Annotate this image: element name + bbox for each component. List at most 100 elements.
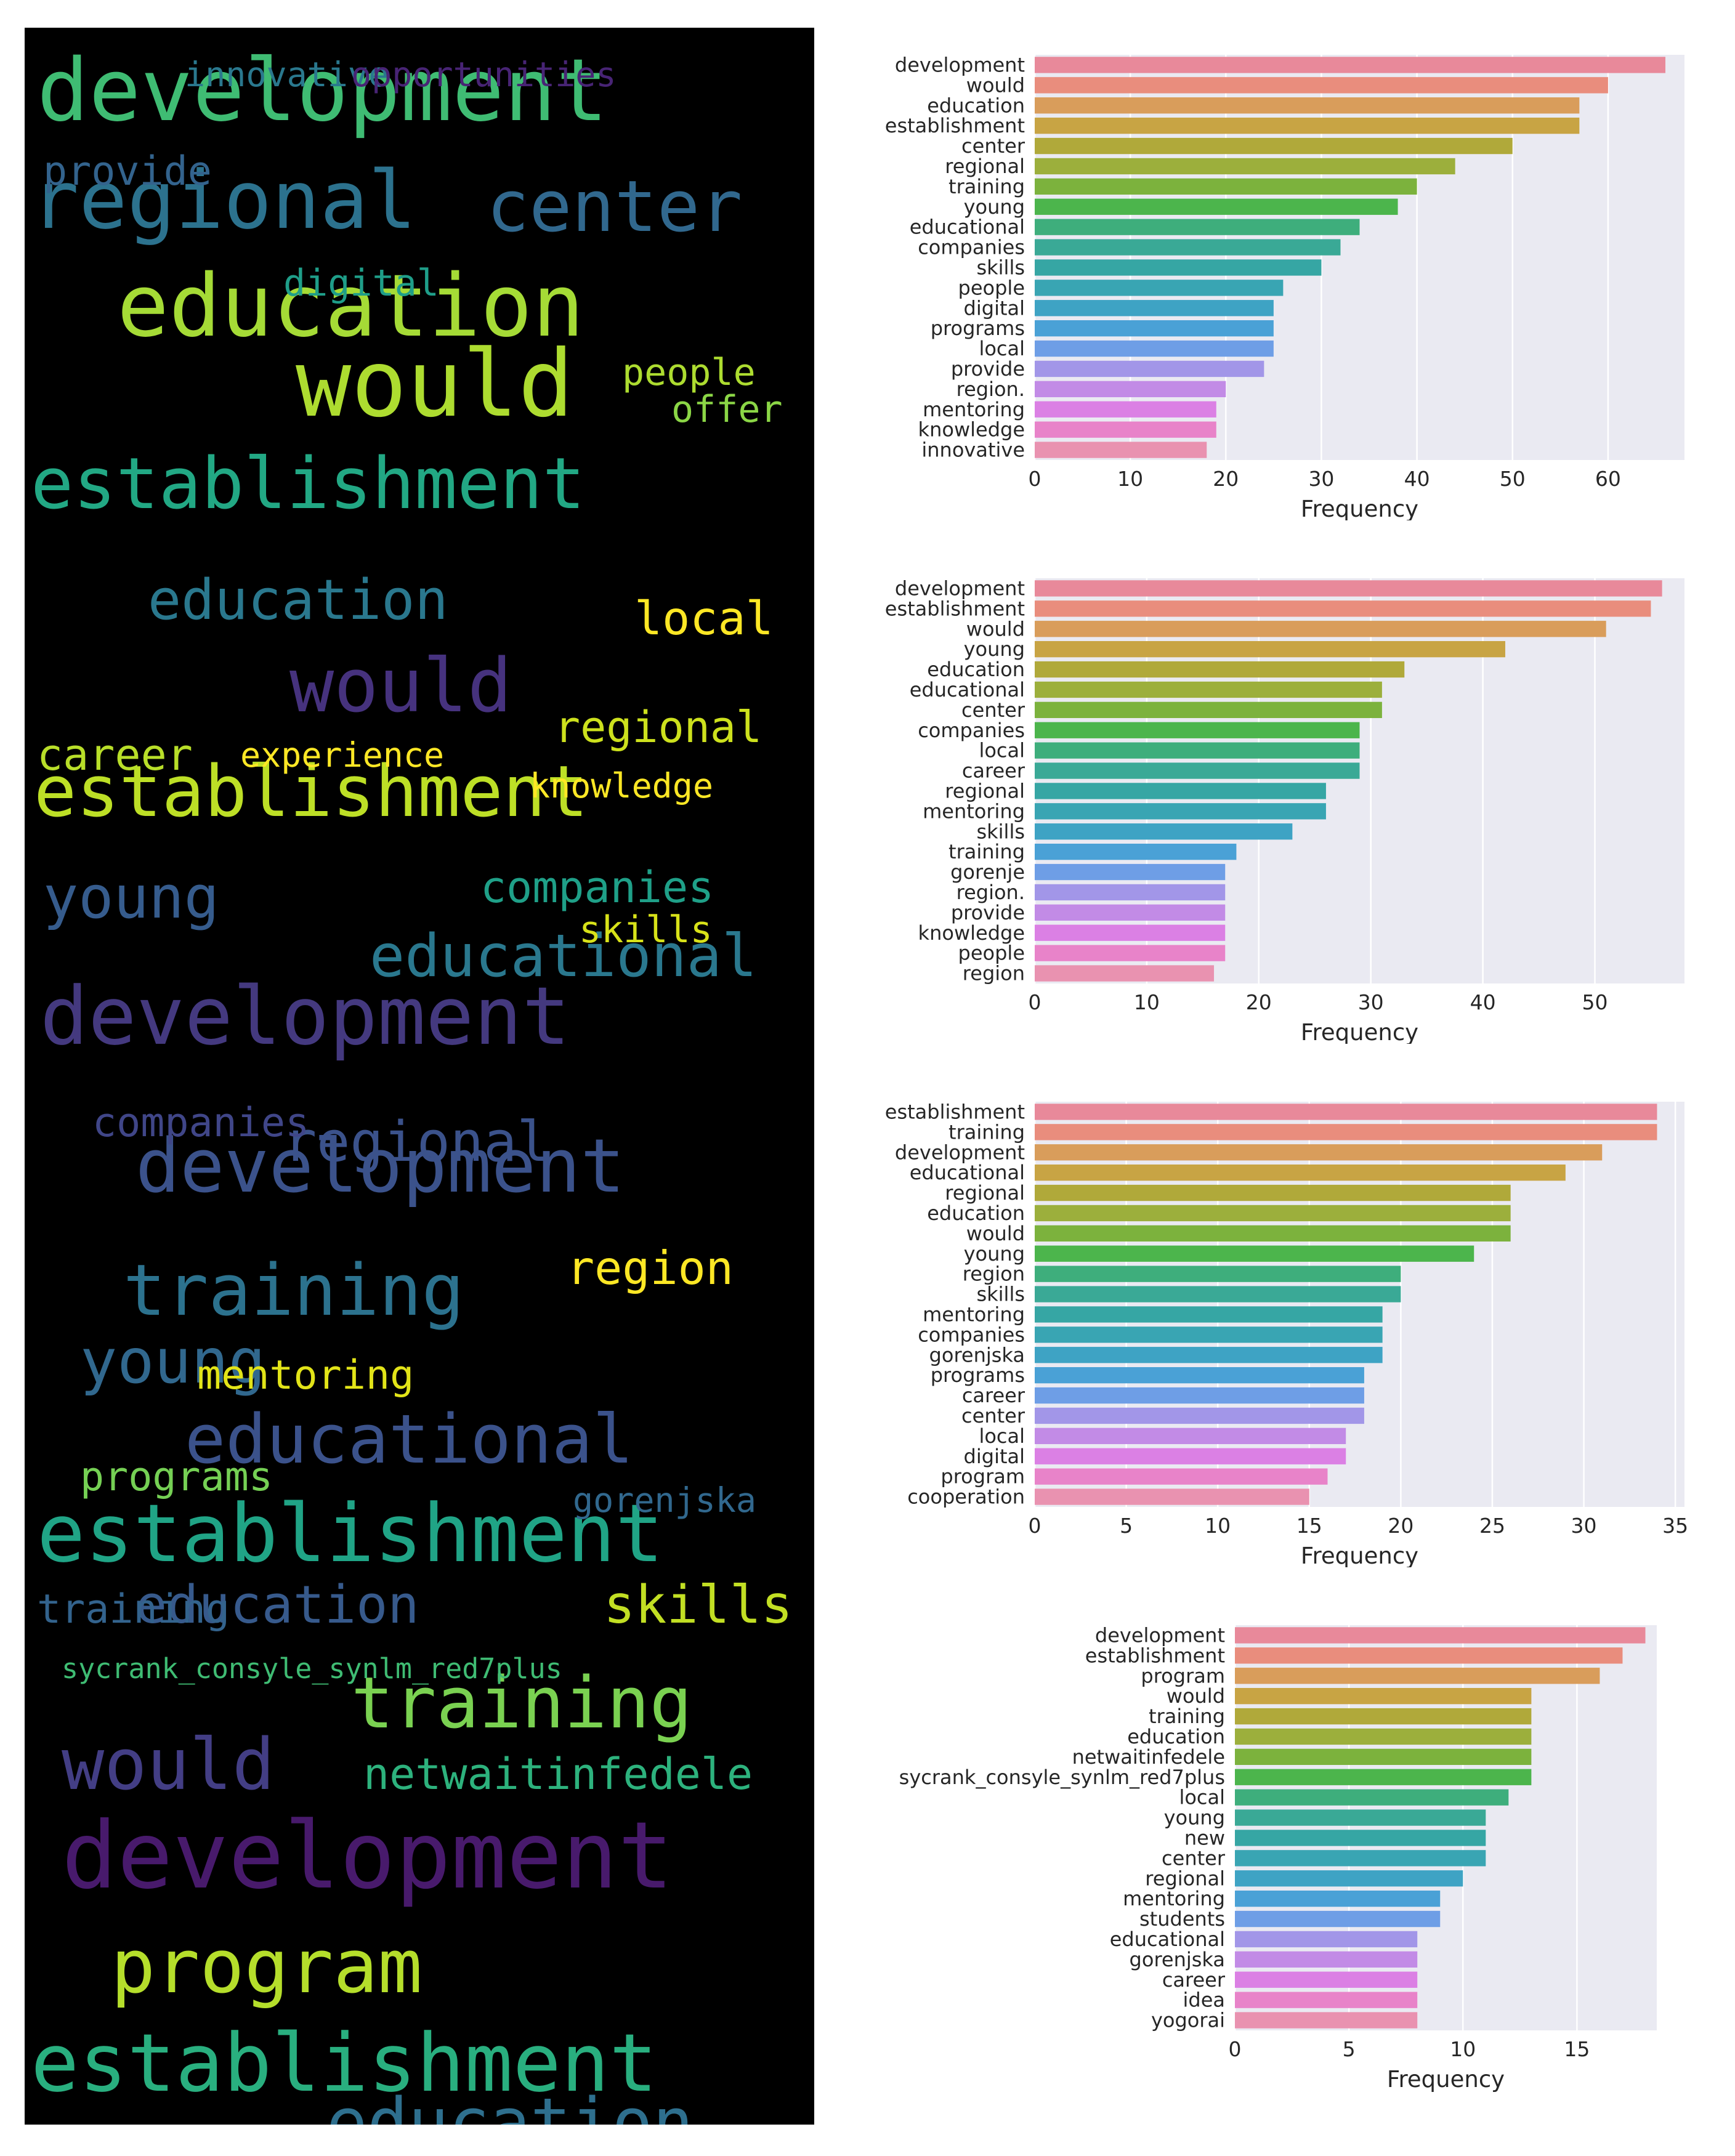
word-cloud-word: development (37, 41, 608, 141)
word-cloud-word: local (634, 591, 774, 645)
x-tick-label: 10 (1117, 467, 1143, 491)
bar (1035, 884, 1226, 901)
x-tick-label: 30 (1308, 467, 1334, 491)
frequency-bar-chart-4: 0 5 10 15 developmentestablishmentprogramwou… (899, 1623, 1657, 2093)
bar (1035, 640, 1505, 658)
bar (1035, 904, 1226, 921)
x-tick-label: 50 (1500, 467, 1526, 491)
bar (1035, 1104, 1657, 1120)
category-label: netwaitinfedele (1072, 1745, 1225, 1769)
bar (1035, 1488, 1309, 1505)
category-label: companies (918, 719, 1025, 742)
bar (1035, 722, 1360, 738)
category-label: region (963, 1262, 1025, 1286)
bar (1035, 117, 1580, 134)
bar (1035, 1306, 1383, 1323)
bar (1035, 843, 1237, 860)
category-label: development (1095, 1623, 1225, 1647)
category-label: career (962, 759, 1025, 783)
bar (1035, 945, 1226, 961)
word-cloud: development regional center education would e… (25, 28, 814, 2125)
word-cloud-word: regional (31, 153, 416, 247)
category-label: development (895, 53, 1025, 76)
word-cloud-word: region (567, 1241, 734, 1295)
bar (1235, 1870, 1463, 1887)
category-label: local (979, 739, 1025, 762)
category-label: development (895, 576, 1025, 600)
category-label: programs (931, 1363, 1025, 1387)
bar (1035, 1427, 1346, 1445)
bar (1235, 1890, 1441, 1907)
category-label: establishment (1085, 1644, 1225, 1667)
category-label: career (1162, 1968, 1226, 1992)
plot-background (1035, 578, 1684, 983)
bar (1035, 300, 1274, 317)
category-label: regional (945, 155, 1025, 178)
word-cloud-word: would (289, 644, 512, 729)
bar (1035, 1144, 1603, 1161)
x-tick-label: 20 (1213, 467, 1239, 491)
word-cloud-word: mentoring (197, 1352, 414, 1399)
bar (1035, 97, 1580, 114)
bar (1035, 783, 1326, 799)
frequency-bar-chart-1: 0 10 20 30 40 50 60 developmentwouldeducationes… (885, 53, 1684, 520)
word-cloud-word: companies (92, 1100, 309, 1146)
bar (1235, 1627, 1646, 1644)
word-cloud-word: digital (283, 262, 439, 305)
x-tick-label: 40 (1470, 990, 1496, 1014)
bar (1235, 1687, 1532, 1705)
bar (1035, 1387, 1364, 1404)
bar (1035, 401, 1216, 418)
category-label: programs (931, 317, 1025, 340)
category-label: development (895, 1141, 1025, 1164)
frequency-bar-chart-2: 0 10 20 30 40 50 developmentestablishmentwould… (885, 576, 1684, 1044)
category-label: people (958, 942, 1025, 965)
category-label: establishment (885, 114, 1025, 137)
word-cloud-word: program (111, 1924, 423, 2010)
category-label: center (961, 698, 1025, 722)
bar (1035, 1164, 1566, 1181)
category-label: education (927, 658, 1025, 681)
category-label: local (1179, 1786, 1225, 1809)
bar (1035, 681, 1382, 698)
category-label: young (964, 1242, 1025, 1266)
word-cloud-word: establishment (37, 1487, 663, 1580)
category-label: companies (918, 1323, 1025, 1346)
word-cloud-word: development (40, 969, 570, 1063)
word-cloud-word: sycrank_consyle_synlm_red7plus (62, 1652, 562, 1685)
category-label: program (940, 1465, 1025, 1488)
category-label: skills (976, 1283, 1025, 1306)
bar (1035, 77, 1608, 94)
bar (1035, 137, 1513, 155)
bar (1235, 1769, 1532, 1785)
word-cloud-word: skills (604, 1575, 793, 1636)
x-tick-label: 15 (1296, 1514, 1322, 1538)
word-cloud-word: development (135, 1124, 625, 1209)
x-tick-label: 50 (1582, 990, 1608, 1014)
bar (1035, 823, 1293, 840)
bar (1035, 621, 1606, 637)
category-label: educational (910, 216, 1025, 239)
bar (1035, 178, 1417, 195)
word-cloud-word: training (351, 1662, 692, 1745)
category-label: knowledge (918, 418, 1025, 442)
x-axis-label: Frequency (1301, 496, 1418, 520)
plot-background (1035, 1102, 1684, 1507)
bar (1235, 1728, 1532, 1745)
word-cloud-word: experience (240, 735, 444, 775)
x-tick-label: 10 (1450, 2037, 1476, 2061)
bar (1035, 600, 1651, 617)
category-label: knowledge (918, 921, 1025, 945)
x-tick-label: 20 (1388, 1514, 1413, 1538)
x-tick-label: 10 (1205, 1514, 1231, 1538)
bar (1235, 1830, 1486, 1846)
word-cloud-word: knowledge (530, 766, 713, 805)
category-label: region. (956, 378, 1025, 401)
bar (1235, 1748, 1532, 1766)
bar (1035, 1448, 1346, 1464)
bar (1235, 1647, 1623, 1664)
category-label: idea (1183, 1988, 1226, 2012)
x-tick-label: 25 (1479, 1514, 1505, 1538)
bar (1235, 1809, 1486, 1826)
word-cloud-word: educational (370, 923, 757, 990)
